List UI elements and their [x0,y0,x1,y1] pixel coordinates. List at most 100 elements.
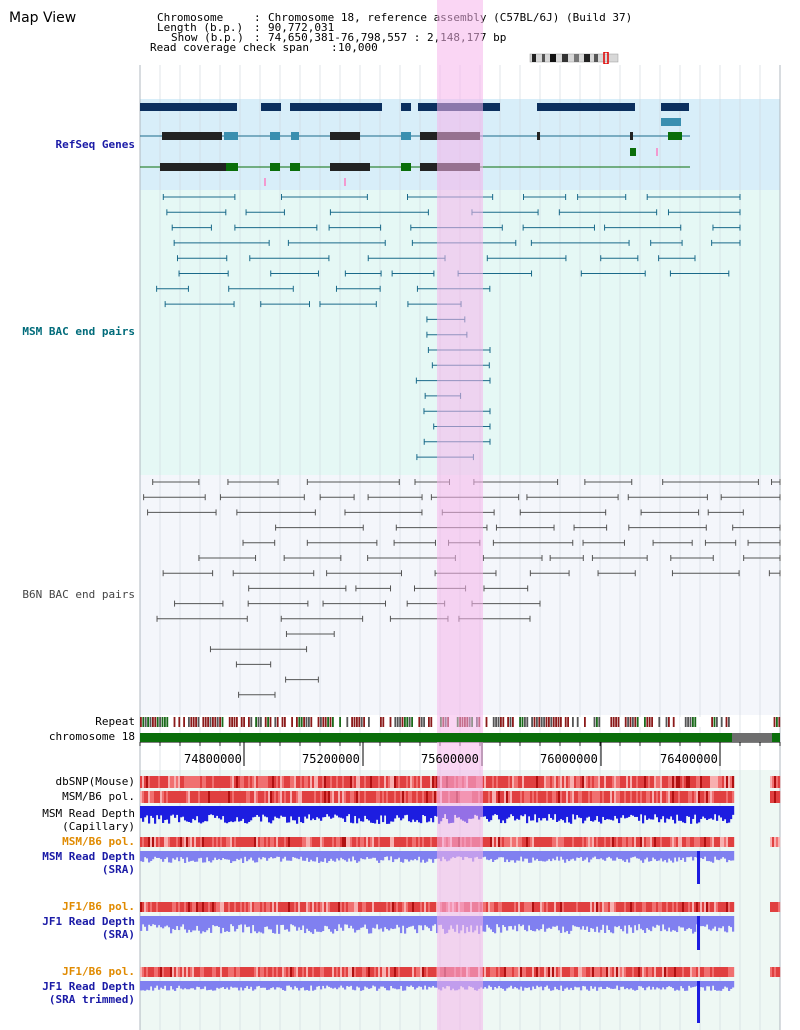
heat-cell [248,791,251,803]
heat-cell [546,776,549,788]
heat-cell [500,791,503,803]
depth-bar [176,916,179,927]
depth-bar [208,851,211,862]
heat-cell [186,776,189,788]
depth-bar [404,981,407,991]
heat-cell [282,776,285,788]
heat-cell [626,776,629,788]
depth-bar [594,806,597,821]
depth-bar [524,806,527,815]
heat-cell [150,902,153,912]
depth-bar [268,981,271,990]
heat-cell [416,902,419,912]
heat-cell [548,902,551,912]
heat-cell [570,967,573,977]
depth-bar [496,806,499,815]
heat-cell [206,776,209,788]
heat-cell [672,837,675,847]
exon [630,132,633,140]
track-label-msm-bac[interactable]: MSM BAC end pairs [22,325,135,338]
heat-cell [390,902,393,912]
depth-bar [330,916,333,932]
heat-cell [358,967,361,977]
heat-cell [164,776,167,788]
repeat-mark [612,717,615,727]
heat-cell [158,837,161,847]
heat-cell [534,791,537,803]
heat-cell [566,967,569,977]
heat-cell [196,902,199,912]
heat-cell [550,791,553,803]
heat-cell [544,776,547,788]
heat-cell [518,776,521,788]
depth-bar [642,981,645,988]
chromosome-ideogram[interactable] [528,52,622,64]
depth-bar [302,916,305,926]
heat-cell [372,776,375,788]
heat-cell [724,967,727,977]
depth-bar [174,806,177,818]
repeat-mark [425,717,428,727]
track-label-refseq[interactable]: RefSeq Genes [55,138,135,151]
heat-cell [370,837,373,847]
depth-bar [186,981,189,990]
depth-bar [652,851,655,858]
depth-bar [424,916,427,926]
heat-cell [558,791,561,803]
heat-cell [590,967,593,977]
heat-cell [272,902,275,912]
heat-cell [262,902,265,912]
depth-bar [176,806,179,815]
depth-bar [306,851,309,858]
depth-bar [616,851,619,858]
heat-cell [536,776,539,788]
repeat-mark [490,717,493,727]
depth-bar [654,916,657,928]
heat-cell [608,837,611,847]
heat-cell [426,902,429,912]
heat-cell [524,902,527,912]
depth-bar [590,916,593,929]
heat-cell [374,837,377,847]
depth-bar [508,981,511,988]
heat-cell [336,837,339,847]
heat-cell [178,776,181,788]
heat-cell [214,967,217,977]
heat-cell [674,967,677,977]
heat-cell [408,791,411,803]
heat-cell [372,902,375,912]
heat-cell [646,776,649,788]
heat-cell [322,791,325,803]
heat-cell [220,776,223,788]
depth-bar [144,981,147,991]
depth-bar [504,806,507,824]
depth-bar [338,806,341,818]
heat-cell [566,791,569,803]
depth-bar [686,981,689,991]
heat-cell [540,791,543,803]
repeat-mark [670,717,673,727]
depth-bar [484,806,487,817]
heat-cell [270,837,273,847]
depth-bar [732,916,735,932]
depth-bar [526,981,529,988]
depth-bar [226,851,229,860]
heat-cell [224,837,227,847]
heat-cell [564,791,567,803]
depth-bar [162,981,165,989]
heat-cell [212,791,215,803]
heat-cell [316,902,319,912]
track-label-b6n-bac[interactable]: B6N BAC end pairs [22,588,135,601]
heat-cell [366,837,369,847]
exon [291,132,299,140]
depth-bar [370,806,373,823]
heat-cell [706,837,709,847]
heat-cell [508,791,511,803]
depth-bar [240,981,243,988]
heat-cell [328,837,331,847]
depth-bar [544,916,547,932]
depth-bar [718,916,721,928]
depth-bar [642,806,645,824]
depth-bar [142,806,145,822]
